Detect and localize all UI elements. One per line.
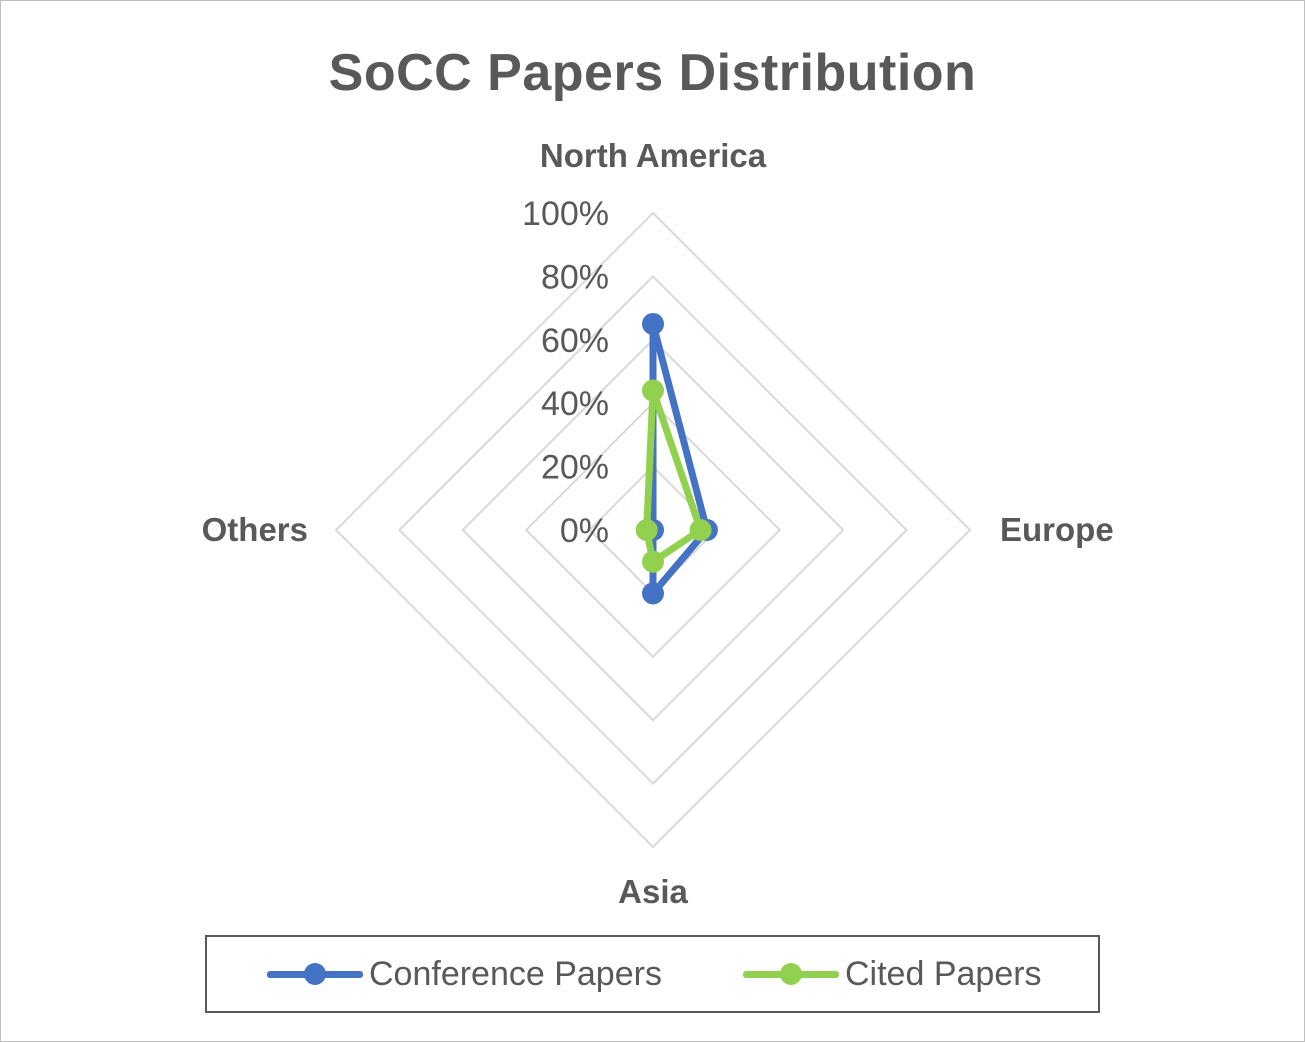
- legend-item-conference-papers: Conference Papers: [267, 937, 662, 1011]
- legend-marker-conference-papers: [267, 962, 363, 986]
- grid-ring-3: [461, 338, 845, 722]
- grid-ring-5: [334, 211, 972, 849]
- series-point-cited-papers-3: [635, 519, 658, 541]
- chart-title: SoCC Papers Distribution: [328, 44, 977, 102]
- tick-label-0: 0%: [560, 512, 609, 550]
- legend-label-cited-papers: Cited Papers: [845, 954, 1042, 993]
- series-point-cited-papers-1: [689, 519, 712, 541]
- grid-ring-4: [397, 274, 909, 786]
- grid-ring-2: [524, 401, 782, 659]
- category-label-asia: Asia: [618, 873, 688, 910]
- tick-label-3: 60%: [541, 322, 609, 360]
- series-point-conference-papers-0: [642, 312, 664, 335]
- category-label-north-america: North America: [540, 137, 767, 174]
- tick-label-2: 40%: [541, 385, 609, 423]
- series-point-cited-papers-2: [642, 550, 664, 573]
- series-point-cited-papers-0: [642, 379, 664, 402]
- tick-label-4: 80%: [541, 258, 609, 296]
- legend: Conference Papers Cited Papers: [205, 935, 1100, 1013]
- tick-label-1: 20%: [541, 449, 609, 487]
- category-label-europe: Europe: [1000, 511, 1114, 548]
- legend-marker-cited-papers: [743, 962, 839, 986]
- category-label-others: Others: [202, 511, 308, 548]
- tick-label-5: 100%: [522, 195, 609, 233]
- series-point-conference-papers-2: [642, 582, 664, 605]
- legend-label-conference-papers: Conference Papers: [369, 954, 662, 993]
- legend-item-cited-papers: Cited Papers: [743, 937, 1042, 1011]
